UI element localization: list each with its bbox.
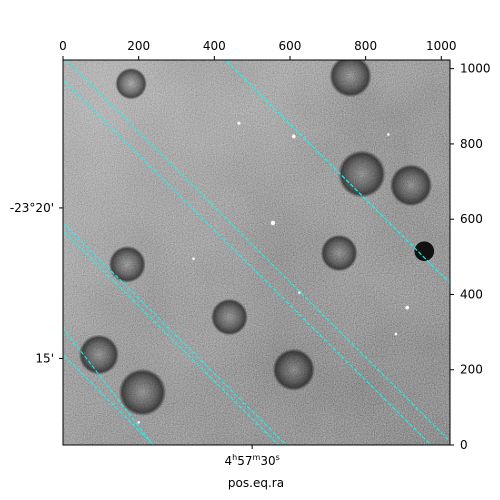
dark-ring-feature (272, 348, 315, 391)
plot-frame (62, 59, 451, 446)
right-tick-label: 800 (460, 137, 483, 151)
bright-source (394, 332, 398, 336)
bright-source (137, 420, 141, 425)
top-tick-label: 200 (127, 39, 150, 53)
dec-grid-line (224, 60, 450, 284)
bright-source (237, 121, 241, 126)
top-tick-label: 600 (279, 39, 302, 53)
dark-ring-feature (108, 245, 146, 283)
bright-source (404, 305, 410, 310)
right-tick-label: 1000 (460, 62, 491, 76)
bright-sources (137, 121, 435, 425)
image-plot-area (62, 59, 451, 446)
saturated-source (414, 241, 435, 262)
top-pixel-axis: 0 200 400 600 800 1000 (59, 39, 457, 60)
right-tick-label: 0 (460, 438, 468, 452)
top-tick-label: 0 (59, 39, 67, 53)
ra-tick-label: 4h57m30s (225, 453, 280, 468)
dec-tick-label: 15' (35, 351, 54, 365)
ra-grid-line (63, 327, 154, 445)
dark-ring-feature (338, 150, 386, 198)
ra-grid-line (63, 229, 280, 445)
dark-ring-feature (389, 164, 433, 207)
bright-source (270, 220, 276, 226)
dark-ring-feature (210, 298, 248, 336)
bright-source (386, 132, 390, 137)
top-tick-label: 1000 (426, 39, 457, 53)
dec-tick-label: -23°20' (10, 201, 54, 215)
dark-features (78, 60, 433, 417)
dark-ring-feature (329, 60, 372, 98)
right-pixel-axis: 0 200 400 600 800 1000 (450, 62, 491, 452)
dark-ring-feature (320, 234, 358, 272)
dec-grid-line (63, 353, 155, 445)
bright-source (291, 134, 297, 139)
bright-source (297, 290, 302, 295)
x-axis-label: pos.eq.ra (228, 476, 284, 490)
right-tick-label: 200 (460, 363, 483, 377)
bright-source (191, 257, 196, 261)
dec-grid-line (63, 222, 287, 445)
top-tick-label: 400 (203, 39, 226, 53)
right-tick-label: 400 (460, 287, 483, 301)
dark-ring-feature (115, 67, 147, 100)
dark-ring-feature (118, 368, 167, 417)
coordinate-grid (63, 60, 450, 445)
world-coordinate-axis: -23°20' 15' (10, 201, 253, 449)
right-tick-label: 600 (460, 212, 483, 226)
top-tick-label: 800 (354, 39, 377, 53)
dec-grid-line (66, 60, 450, 442)
dark-ring-feature (78, 334, 120, 375)
ra-grid-line (63, 79, 432, 445)
